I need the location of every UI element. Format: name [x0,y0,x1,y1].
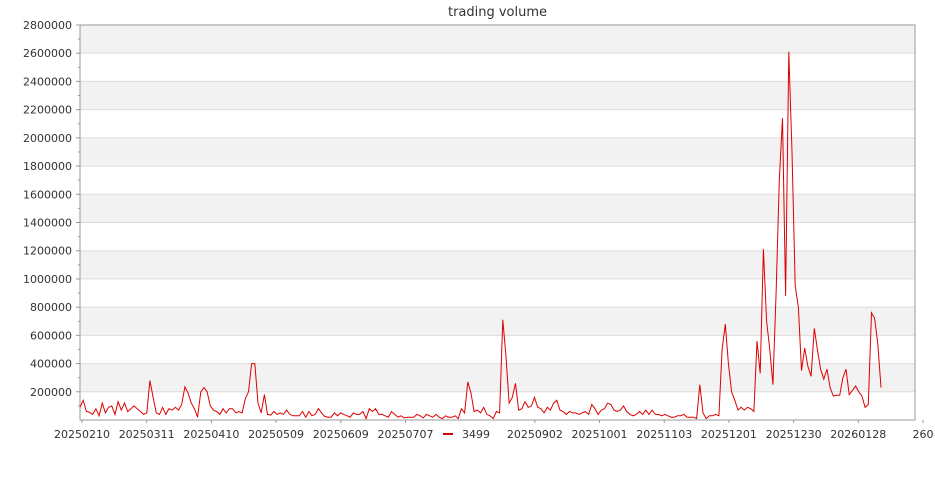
x-tick-label: 20250210 [54,428,110,441]
y-tick-label: 1000000 [23,273,72,286]
x-tick-label: 20250609 [313,428,369,441]
x-axis: 20250210 20250311 20250410 20250509 20250609… [54,420,934,441]
x-tick-label: 20250902 [507,428,563,441]
x-tick-label: 20250311 [119,428,175,441]
y-tick-label: 2200000 [23,104,72,117]
y-tick-label: 2000000 [23,132,72,145]
background-band [80,137,915,167]
x-tick-label: 20260128 [830,428,886,441]
x-tick-label: 260 [913,428,934,441]
y-tick-label: 200000 [30,386,72,399]
legend-label: 3499 [462,428,490,441]
chart-title: trading volume [448,5,547,20]
x-tick-label: 20251103 [636,428,692,441]
background-band [80,25,915,54]
x-tick-label: 20250707 [377,428,433,441]
x-tick-label: 20250410 [183,428,239,441]
y-axis: 200000 400000 600000 800000 1000000 1200000 14… [23,19,80,407]
y-tick-label: 800000 [30,301,72,314]
background-band [80,363,915,392]
x-tick-label: 20251201 [701,428,757,441]
background-band [80,194,915,223]
y-tick-label: 2800000 [23,19,72,32]
y-tick-label: 400000 [30,358,72,371]
grid-lines [80,24,915,393]
y-tick-label: 600000 [30,329,72,342]
y-tick-label: 1800000 [23,160,72,173]
x-tick-label: 20250509 [248,428,304,441]
y-tick-label: 1400000 [23,217,72,230]
legend: 3499 [443,428,490,441]
background-band [80,81,915,110]
y-tick-label: 1600000 [23,188,72,201]
x-tick-label: 20251230 [766,428,822,441]
y-tick-label: 1200000 [23,245,72,258]
y-tick-label: 2600000 [23,47,72,60]
series-line-3499 [79,51,882,420]
x-tick-label: 20251001 [572,428,628,441]
background-band [80,250,915,279]
y-tick-label: 2400000 [23,75,72,88]
background-band [80,307,915,336]
